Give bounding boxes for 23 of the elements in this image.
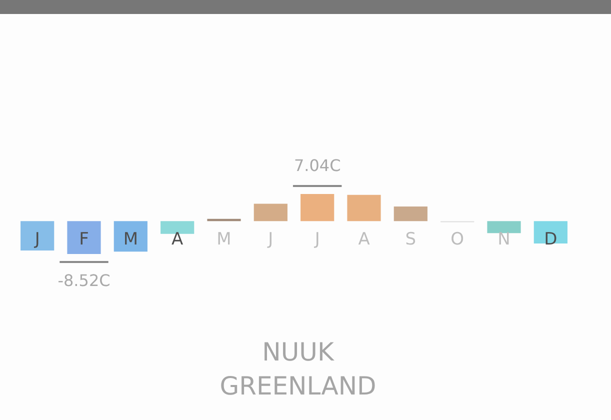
x-tick-label: N	[498, 230, 510, 250]
x-tick-label: A	[172, 230, 184, 250]
x-tick-label: S	[405, 230, 416, 250]
x-tick-label: J	[267, 230, 274, 250]
bar	[67, 221, 101, 254]
bar	[347, 194, 381, 222]
x-tick-label: A	[358, 230, 370, 250]
bar	[20, 221, 54, 250]
bar	[160, 221, 194, 234]
bar	[394, 206, 428, 222]
x-tick-label: J	[34, 230, 40, 250]
x-tick-label: O	[450, 230, 464, 250]
text: NUUK GREENLAND	[220, 338, 376, 400]
bar	[487, 221, 521, 234]
bar	[114, 221, 148, 252]
bar	[254, 204, 288, 222]
x-tick-label: J	[314, 230, 320, 250]
data-label: -8.52C	[58, 271, 110, 290]
data-label: 7.04C	[294, 156, 341, 176]
x-tick-label: M	[216, 230, 232, 250]
x-tick-label: M	[123, 230, 138, 250]
x-tick-label: F	[79, 230, 89, 250]
bar	[300, 194, 334, 222]
